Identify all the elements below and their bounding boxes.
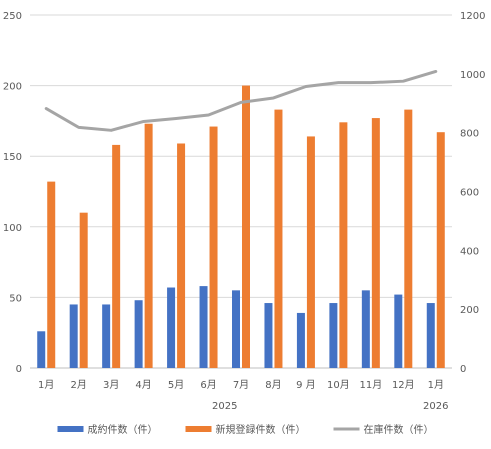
right-axis-tick-label: 200 <box>460 305 479 316</box>
bar-new-listings <box>144 123 153 368</box>
x-axis-tick-label: 12月 <box>392 379 415 391</box>
bar-new-listings <box>404 109 413 368</box>
bar-contracts <box>69 304 78 368</box>
x-axis-tick-label: 5月 <box>168 379 184 391</box>
x-axis-tick-label: 7月 <box>233 379 249 391</box>
left-axis-tick-label: 0 <box>16 364 22 375</box>
x-axis: 1月 2月 3月 4月 5月 6月 7月 8月 9 月 10月 11月 12月 1月 2025 2026 <box>38 379 448 412</box>
bar-series <box>37 85 445 369</box>
left-axis-tick-label: 150 <box>3 152 22 163</box>
legend-label: 新規登録件数（件） <box>216 423 306 436</box>
left-axis-tick-label: 100 <box>3 223 22 234</box>
bar-new-listings <box>339 122 348 368</box>
bar-new-listings <box>112 144 121 368</box>
x-axis-tick-label: 1月 <box>38 379 54 391</box>
bar-new-listings <box>209 126 218 368</box>
x-axis-year-label: 2026 <box>423 401 448 412</box>
right-axis-tick-label: 400 <box>460 246 479 257</box>
bar-new-listings <box>47 181 56 368</box>
right-axis-tick-label: 1000 <box>460 70 485 81</box>
right-axis-ticks: 0 200 400 600 800 1000 1200 <box>460 11 485 375</box>
line-series <box>44 69 438 132</box>
bar-contracts <box>102 304 111 368</box>
bar-new-listings <box>177 143 186 368</box>
left-axis-ticks: 0 50 100 150 200 250 <box>3 11 22 375</box>
bar-contracts <box>296 312 305 368</box>
legend-label: 在庫件数（件） <box>364 423 434 436</box>
bar-new-listings <box>436 132 445 368</box>
x-axis-tick-label: 6月 <box>200 379 216 391</box>
bar-contracts <box>232 290 240 368</box>
bar-new-listings <box>306 136 315 368</box>
bar-contracts <box>394 294 403 368</box>
x-axis-tick-label: 11月 <box>359 379 382 391</box>
x-axis-tick-label: 1月 <box>428 379 444 391</box>
bar-contracts <box>199 286 208 368</box>
x-axis-tick-label: 10月 <box>327 379 350 391</box>
x-axis-tick-label: 4月 <box>135 379 151 391</box>
x-axis-year-label: 2025 <box>212 401 237 412</box>
bar-contracts <box>361 290 370 368</box>
right-axis-tick-label: 1200 <box>460 11 485 22</box>
right-axis-tick-label: 0 <box>460 364 466 375</box>
legend: 成約件数（件） 新規登録件数（件） 在庫件数（件） <box>57 423 434 436</box>
x-axis-tick-label: 9 月 <box>296 379 316 391</box>
bar-contracts <box>167 287 176 368</box>
right-axis-tick-label: 600 <box>460 188 479 199</box>
bar-new-listings <box>79 212 88 368</box>
bar-contracts <box>264 303 273 368</box>
legend-swatch <box>57 426 84 432</box>
left-axis-tick-label: 250 <box>3 11 22 22</box>
bar-contracts <box>134 300 143 368</box>
gridlines <box>30 14 452 369</box>
x-axis-tick-label: 2月 <box>71 379 87 391</box>
x-axis-tick-label: 8月 <box>265 379 281 391</box>
left-axis-tick-label: 200 <box>3 82 22 93</box>
bar-contracts <box>426 303 435 368</box>
bar-contracts <box>37 331 46 368</box>
bar-new-listings <box>371 118 380 369</box>
legend-label: 成約件数（件） <box>88 423 158 436</box>
left-axis-tick-label: 50 <box>9 293 22 304</box>
right-axis-tick-label: 800 <box>460 129 479 140</box>
bar-new-listings <box>274 109 283 368</box>
bar-new-listings <box>242 85 250 368</box>
x-axis-tick-label: 3月 <box>103 379 119 391</box>
bar-contracts <box>329 303 338 368</box>
legend-swatch <box>185 426 212 432</box>
